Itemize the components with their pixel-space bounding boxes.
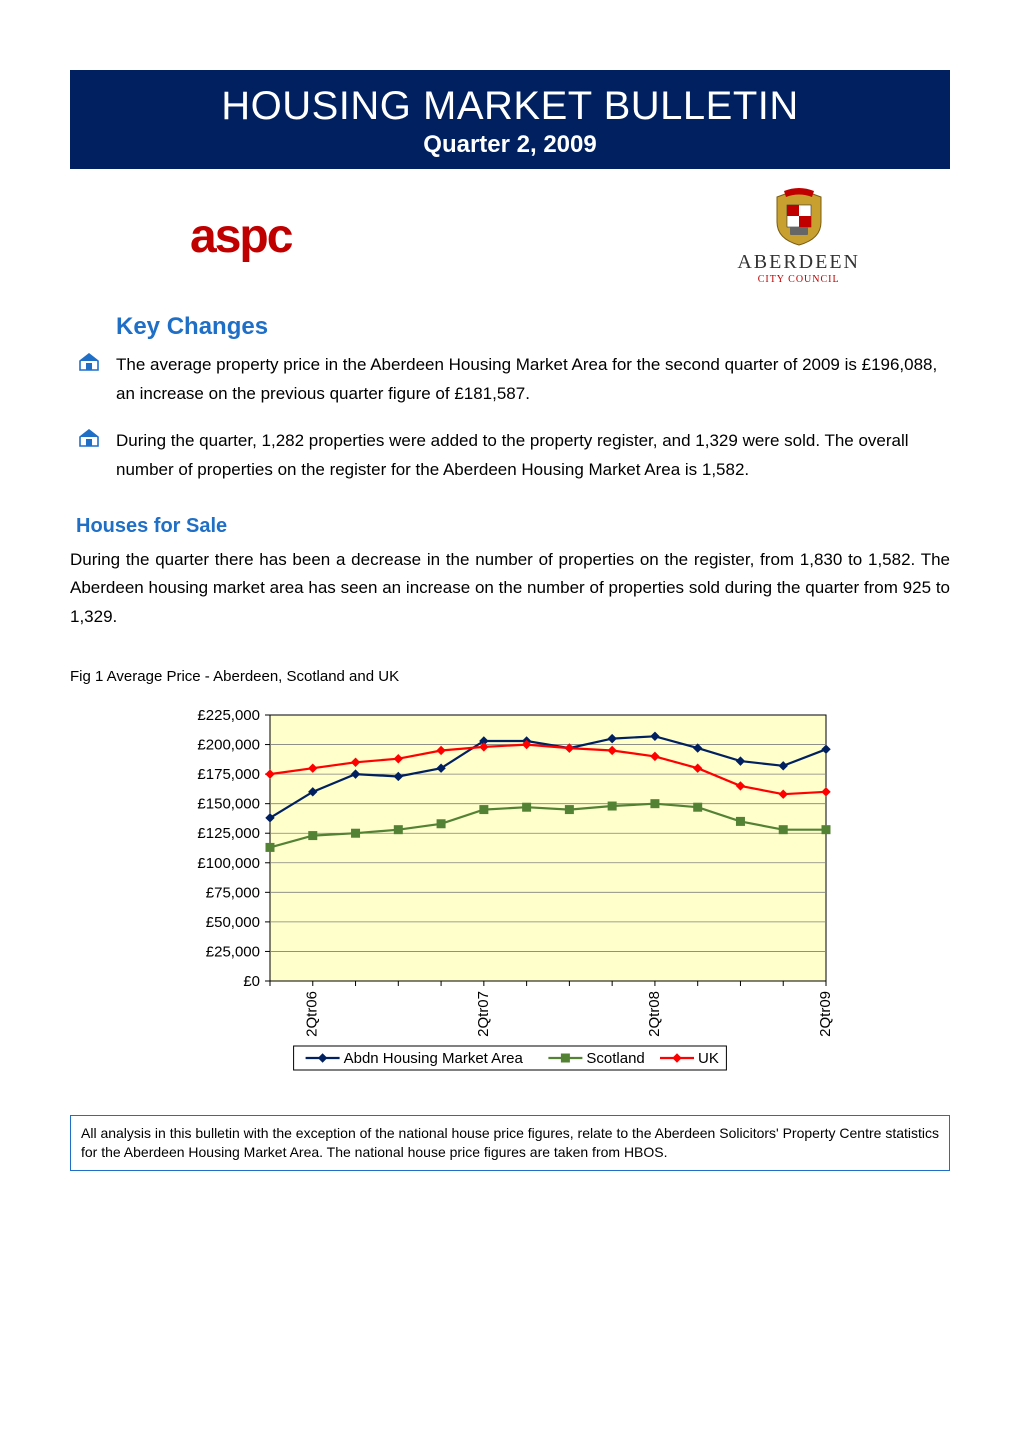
svg-text:2Qtr06: 2Qtr06: [304, 991, 321, 1037]
bullet-text: The average property price in the Aberde…: [116, 351, 940, 409]
footer-note: All analysis in this bulletin with the e…: [70, 1115, 950, 1171]
list-item: The average property price in the Aberde…: [70, 351, 950, 409]
svg-text:Abdn Housing Market Area: Abdn Housing Market Area: [344, 1050, 524, 1067]
svg-text:£0: £0: [243, 973, 260, 990]
bullet-text: During the quarter, 1,282 properties wer…: [116, 427, 940, 485]
svg-text:£50,000: £50,000: [206, 914, 260, 931]
chart-container: £0 £25,000 £50,000 £75,000 £100,000 £125,000 £…: [70, 703, 950, 1075]
svg-text:2Qtr09: 2Qtr09: [817, 991, 834, 1037]
svg-text:£150,000: £150,000: [197, 796, 260, 813]
svg-text:2Qtr07: 2Qtr07: [475, 991, 492, 1037]
council-crest-icon: [772, 187, 826, 247]
page-subtitle: Quarter 2, 2009: [70, 131, 950, 159]
key-changes-list: The average property price in the Aberde…: [70, 351, 950, 485]
svg-text:2Qtr08: 2Qtr08: [646, 991, 663, 1037]
title-banner: HOUSING MARKET BULLETIN Quarter 2, 2009: [70, 70, 950, 169]
key-changes-heading: Key Changes: [116, 313, 950, 341]
svg-text:£25,000: £25,000: [206, 944, 260, 961]
svg-text:Scotland: Scotland: [586, 1050, 644, 1067]
svg-text:£100,000: £100,000: [197, 855, 260, 872]
houses-for-sale-paragraph: During the quarter there has been a decr…: [70, 546, 950, 633]
house-icon: [70, 351, 116, 371]
council-name: ABERDEEN: [737, 251, 860, 274]
svg-text:£75,000: £75,000: [206, 885, 260, 902]
aspc-logo: aspc: [190, 209, 291, 264]
svg-text:£175,000: £175,000: [197, 766, 260, 783]
figure-caption: Fig 1 Average Price - Aberdeen, Scotland…: [70, 668, 950, 685]
page-title: HOUSING MARKET BULLETIN: [70, 84, 950, 129]
list-item: During the quarter, 1,282 properties wer…: [70, 427, 950, 485]
houses-for-sale-heading: Houses for Sale: [76, 515, 950, 538]
logos-row: aspc ABERDEEN CITY COUNCIL: [70, 187, 950, 285]
average-price-chart: £0 £25,000 £50,000 £75,000 £100,000 £125,000 £…: [180, 703, 840, 1075]
council-logo: ABERDEEN CITY COUNCIL: [737, 187, 860, 285]
council-subname: CITY COUNCIL: [758, 274, 840, 285]
svg-text:£225,000: £225,000: [197, 707, 260, 724]
svg-text:£200,000: £200,000: [197, 737, 260, 754]
svg-text:UK: UK: [698, 1050, 719, 1067]
svg-text:£125,000: £125,000: [197, 825, 260, 842]
house-icon: [70, 427, 116, 447]
